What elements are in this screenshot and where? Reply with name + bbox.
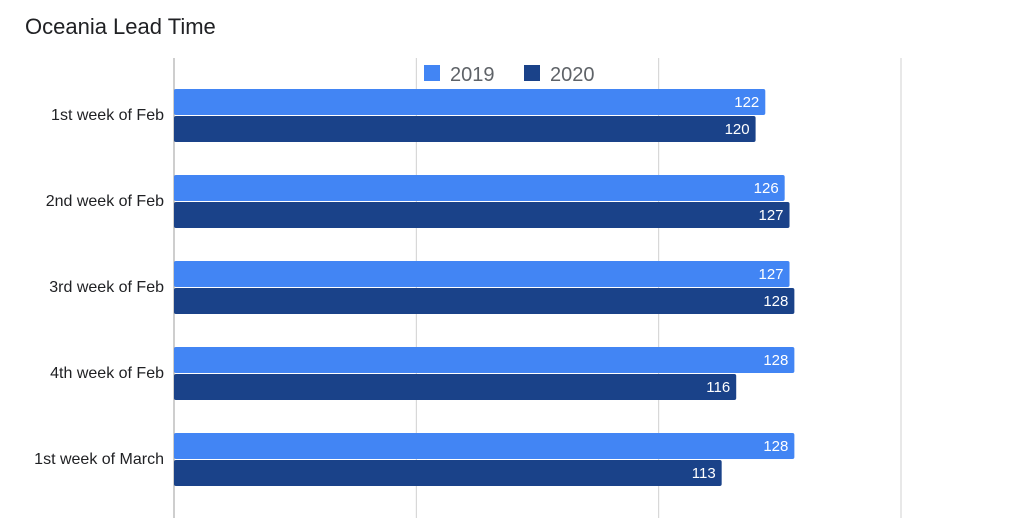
chart-title: Oceania Lead Time (25, 14, 216, 39)
legend-label: 2019 (450, 64, 495, 86)
data-label: 120 (725, 121, 750, 138)
bar-2020 (174, 202, 790, 228)
bar-2020 (174, 116, 756, 142)
category-label: 1st week of March (34, 451, 164, 468)
data-label: 128 (763, 438, 788, 455)
bars: 122 120 126 127 127 128 128 116 128 113 (174, 89, 795, 486)
bar-2019 (174, 261, 790, 287)
category-label: 4th week of Feb (50, 365, 164, 382)
data-label: 113 (692, 465, 716, 482)
bar-2019 (174, 175, 785, 201)
category-label: 3rd week of Feb (49, 279, 164, 296)
data-label: 127 (758, 207, 783, 224)
data-label: 122 (734, 94, 759, 111)
data-label: 128 (763, 293, 788, 310)
data-label: 127 (758, 266, 783, 283)
legend: 2019 2020 (424, 64, 595, 86)
bar-2019 (174, 433, 795, 459)
bar-2019 (174, 347, 795, 373)
legend-label: 2020 (550, 64, 595, 86)
data-label: 116 (706, 379, 730, 396)
bar-2020 (174, 460, 722, 486)
category-label: 2nd week of Feb (46, 193, 164, 210)
bar-2019 (174, 89, 766, 115)
bar-2020 (174, 288, 795, 314)
legend-swatch (524, 65, 540, 81)
data-label: 126 (754, 180, 779, 197)
category-label: 1st week of Feb (51, 107, 164, 124)
data-label: 128 (763, 352, 788, 369)
category-labels: 1st week of Feb 2nd week of Feb 3rd week o… (34, 107, 164, 468)
legend-swatch (424, 65, 440, 81)
bar-2020 (174, 374, 737, 400)
